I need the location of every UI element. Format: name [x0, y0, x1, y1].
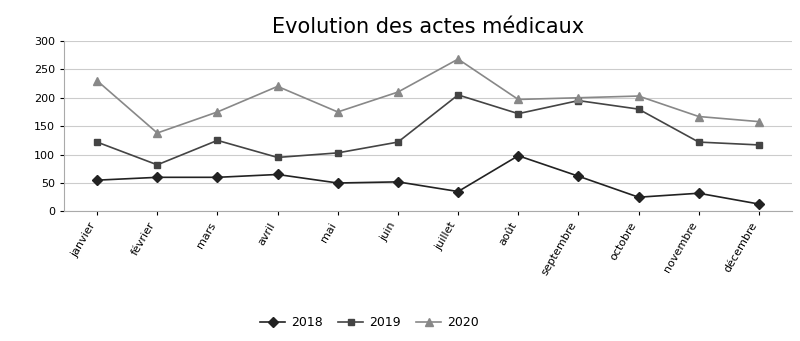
2020 [754, 120, 764, 124]
2019 [754, 143, 764, 147]
2020 [574, 96, 583, 100]
2018 [754, 202, 764, 206]
2018 [92, 178, 102, 182]
2019 [393, 140, 402, 144]
2020 [333, 110, 342, 114]
2020 [393, 90, 402, 94]
2018 [213, 175, 222, 179]
Line: 2018: 2018 [94, 152, 762, 208]
2018 [153, 175, 162, 179]
2020 [634, 94, 643, 98]
2020 [694, 115, 703, 119]
Line: 2020: 2020 [93, 55, 763, 137]
2019 [454, 93, 463, 97]
2019 [92, 140, 102, 144]
2018 [333, 181, 342, 185]
Legend: 2018, 2019, 2020: 2018, 2019, 2020 [255, 311, 484, 335]
2018 [634, 195, 643, 199]
Line: 2019: 2019 [94, 91, 762, 168]
2019 [153, 163, 162, 167]
2018 [574, 174, 583, 178]
2020 [213, 110, 222, 114]
2020 [454, 57, 463, 61]
2020 [514, 98, 523, 102]
2019 [574, 99, 583, 103]
2019 [514, 112, 523, 116]
2018 [514, 154, 523, 158]
2020 [92, 79, 102, 83]
2020 [153, 131, 162, 135]
2018 [694, 191, 703, 195]
Title: Evolution des actes médicaux: Evolution des actes médicaux [272, 17, 584, 36]
2019 [273, 155, 282, 160]
2018 [454, 190, 463, 194]
2019 [213, 138, 222, 143]
2020 [273, 84, 282, 88]
2018 [273, 173, 282, 177]
2019 [634, 107, 643, 111]
2019 [694, 140, 703, 144]
2019 [333, 151, 342, 155]
2018 [393, 180, 402, 184]
